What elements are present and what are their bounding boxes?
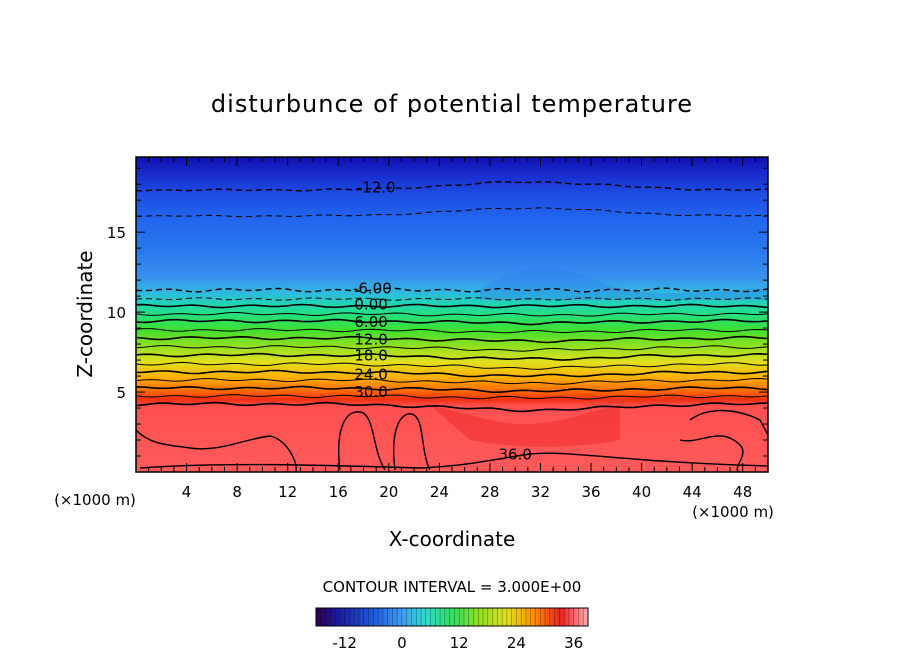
warm-core [430, 404, 620, 447]
contour-line [136, 369, 768, 378]
x-tick-label: 40 [632, 483, 651, 501]
contour-line [136, 297, 768, 301]
colorbar [315, 607, 589, 627]
contour-label: 24.0 [354, 366, 387, 384]
contour-line [136, 385, 768, 394]
contour-label: 12.0 [354, 330, 387, 348]
contour-line [136, 327, 768, 334]
contour-label: -6.00 [353, 279, 392, 297]
x-tick-label: 16 [329, 483, 348, 501]
contour-line [136, 312, 768, 317]
x-tick-label: 32 [531, 483, 550, 501]
y-axis-label: Z-coordinate [73, 250, 97, 377]
contour-label: 0.00 [354, 295, 387, 313]
contour-line [136, 409, 768, 472]
x-tick-label: 36 [581, 483, 600, 501]
x-tick-label: 24 [430, 483, 449, 501]
x-tick-label: 8 [232, 483, 242, 501]
contour-line [136, 287, 768, 293]
contour-line [136, 401, 768, 413]
x-tick-label: 4 [182, 483, 192, 501]
colorbar-tick-label: 36 [564, 634, 583, 652]
contour-line [136, 361, 768, 370]
contour-line [136, 352, 768, 361]
x-tick-label: 12 [278, 483, 297, 501]
colorbar-ticks: -12 0 12 24 36 [320, 608, 584, 652]
colorbar-tick-label: 0 [397, 634, 407, 652]
contour-label: 36.0 [498, 446, 531, 464]
x-tick-label: 48 [733, 483, 752, 501]
y-tick-label: 5 [116, 384, 126, 402]
contour-line [136, 318, 768, 326]
cool-bump [480, 267, 768, 300]
contour-interval-note: CONTOUR INTERVAL = 3.000E+00 [323, 578, 582, 596]
x-tick-label: 28 [480, 483, 499, 501]
contour-line [136, 207, 768, 218]
colorbar-tick-label: 24 [507, 634, 526, 652]
contour-line [136, 335, 768, 344]
x-tick-label: 20 [379, 483, 398, 501]
y-axis: 5 10 15 [107, 167, 768, 457]
contour-lines [136, 180, 768, 472]
contour-line [136, 180, 768, 192]
contour-line [136, 394, 768, 400]
contour-line [136, 303, 768, 309]
contour-label: 18.0 [354, 346, 387, 364]
y-tick-label: 10 [107, 304, 126, 322]
x-origin-unit: (×1000 m) [54, 491, 136, 509]
contour-label: -12.0 [357, 179, 396, 197]
colorbar-tick-label: -12 [332, 634, 357, 652]
x-tick-label: 44 [683, 483, 702, 501]
x-axis-unit: (×1000 m) [692, 503, 774, 521]
contour-label: 6.00 [354, 313, 387, 331]
y-tick-label: 15 [107, 224, 126, 242]
x-axis: 4 8 12 16 20 24 28 32 36 40 44 48 [148, 157, 756, 501]
contour-line [136, 344, 768, 352]
chart-title: disturbunce of potential temperature [211, 90, 693, 118]
contour-label: 30.0 [354, 383, 387, 401]
x-axis-label: X-coordinate [389, 527, 516, 551]
colorbar-tick-label: 12 [450, 634, 469, 652]
contour-line [136, 377, 768, 385]
